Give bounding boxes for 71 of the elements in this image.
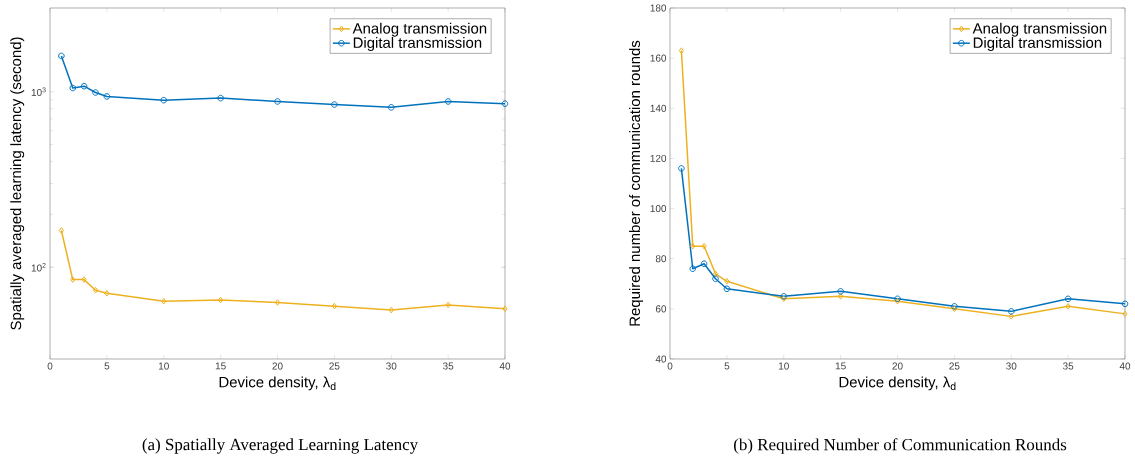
point bbox=[92, 286, 99, 294]
y-tick-label: 40 bbox=[655, 355, 667, 363]
x-tick-label: 20 bbox=[892, 362, 903, 370]
x-tick-label: 5 bbox=[104, 362, 110, 370]
text: (b) Required Number of Communication Rounds bbox=[734, 438, 1067, 454]
point bbox=[274, 98, 281, 105]
y-tick-label: 10$^{2}$ bbox=[31, 262, 46, 272]
x-tick-label: 25 bbox=[329, 362, 340, 370]
point bbox=[218, 296, 224, 304]
y-tick-label: 160 bbox=[650, 54, 667, 62]
x-tick-label: 35 bbox=[1062, 362, 1074, 370]
point bbox=[1065, 303, 1071, 310]
y-tick-label: 100 bbox=[650, 205, 667, 213]
point bbox=[445, 301, 451, 309]
y-axis-title: Required number of communication rounds bbox=[629, 40, 644, 326]
x-tick-label: 5 bbox=[724, 362, 730, 370]
x-tick-label: 35 bbox=[442, 362, 454, 370]
point bbox=[81, 276, 87, 283]
x-axis-title: Device density, λ$_{d}$ bbox=[839, 376, 956, 391]
point bbox=[103, 93, 111, 100]
point bbox=[1007, 308, 1015, 315]
point bbox=[274, 299, 281, 306]
point bbox=[723, 285, 731, 293]
x-tick-label: 30 bbox=[1006, 362, 1017, 370]
y-tick-label: 10$^{3}$ bbox=[31, 87, 46, 97]
point bbox=[1008, 313, 1014, 320]
legend-label: Analog transmission bbox=[352, 22, 487, 37]
point bbox=[724, 277, 730, 285]
point bbox=[689, 265, 697, 273]
y-axis-title: Spatially averaged learning latency (second) bbox=[10, 37, 25, 330]
point bbox=[70, 276, 76, 283]
point bbox=[331, 302, 337, 310]
x-axis-title: Device density, λ$_{d}$ bbox=[219, 376, 336, 391]
point bbox=[387, 104, 395, 111]
x-tick-label: 15 bbox=[215, 362, 226, 370]
point bbox=[712, 275, 719, 283]
y-tick-label: 60 bbox=[655, 305, 667, 313]
point bbox=[1064, 295, 1072, 303]
x-tick-label: 40 bbox=[1119, 362, 1131, 370]
point bbox=[161, 297, 167, 305]
point bbox=[700, 260, 708, 268]
point bbox=[444, 98, 452, 105]
x-tick-label: 40 bbox=[499, 362, 511, 370]
y-tick-label: 140 bbox=[650, 104, 667, 112]
point bbox=[160, 96, 168, 104]
x-tick-label: 0 bbox=[667, 362, 673, 370]
x-tick-label: 0 bbox=[47, 362, 53, 370]
legend-label: Analog transmission bbox=[972, 22, 1107, 37]
point bbox=[92, 89, 99, 96]
x-tick-label: 10 bbox=[158, 362, 169, 370]
x-tick-label: 20 bbox=[272, 362, 283, 370]
point bbox=[104, 290, 110, 297]
point bbox=[331, 101, 338, 108]
text: (a) Spatially Averaged Learning Latency bbox=[142, 438, 419, 454]
point bbox=[69, 84, 77, 92]
x-tick-label: 25 bbox=[949, 362, 960, 370]
y-tick-label: 120 bbox=[650, 154, 667, 162]
y-tick-label: 180 bbox=[650, 4, 667, 12]
point bbox=[701, 242, 707, 250]
point bbox=[838, 293, 844, 300]
point bbox=[690, 242, 696, 250]
legend-label: Digital transmission bbox=[973, 37, 1102, 51]
x-tick-label: 30 bbox=[386, 362, 397, 370]
x-tick-label: 10 bbox=[778, 362, 789, 370]
legend-label: Digital transmission bbox=[353, 37, 482, 51]
point bbox=[837, 288, 844, 295]
point bbox=[80, 82, 88, 90]
point bbox=[217, 94, 224, 102]
y-tick-label: 80 bbox=[655, 255, 667, 263]
point bbox=[388, 306, 394, 314]
x-tick-label: 15 bbox=[835, 362, 846, 370]
